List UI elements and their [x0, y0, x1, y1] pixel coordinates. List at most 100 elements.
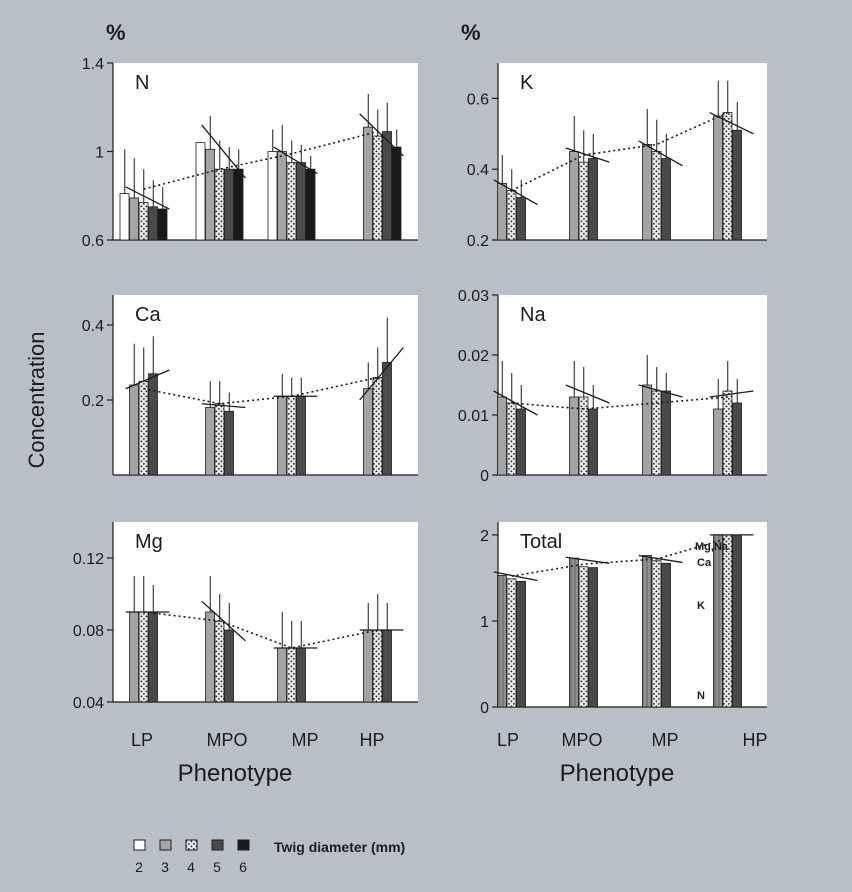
x-tick-right-mp: MP [652, 730, 679, 750]
regression-line [709, 390, 754, 398]
bar-4-mpo [214, 403, 225, 476]
bar-3-mpo [569, 557, 579, 708]
bar-3-hp [363, 629, 373, 703]
regression-line [638, 384, 683, 398]
bar-3-lp [497, 396, 507, 476]
panel-title: Na [520, 304, 546, 326]
bar-4-lp [138, 201, 149, 241]
x-axis-title-right: Phenotype [560, 760, 675, 787]
bar-6-mp [305, 168, 316, 241]
bar-2-mpo [195, 142, 206, 241]
bar-5-mpo [588, 408, 598, 476]
trend-line [511, 396, 728, 410]
legend: 2 3 4 5 6 Twig diameter (mm) [133, 839, 405, 875]
y-tick-label: 0.08 [73, 623, 104, 640]
y-tick-label: 0 [480, 468, 489, 485]
bar-3-lp [497, 182, 507, 241]
bar-6-mpo [233, 168, 244, 241]
bar-5-lp [516, 408, 526, 476]
bar-5-lp [148, 206, 158, 241]
trend-line [143, 130, 378, 190]
y-tick-label: 0.2 [467, 233, 489, 250]
x-tick-left-hp: HP [359, 730, 384, 750]
total-label-k: K [697, 600, 705, 612]
regression-line [493, 179, 538, 206]
x-tick-right-lp: LP [497, 730, 519, 750]
x-tick-right-hp: HP [742, 730, 767, 750]
bar-5-hp [732, 129, 742, 241]
panel-title: K [520, 72, 534, 94]
bar-3-hp [713, 408, 723, 476]
bar-3-hp [713, 115, 723, 241]
bar-5-hp [732, 534, 742, 708]
y-tick-label: 0.2 [82, 393, 104, 410]
trend-line [511, 111, 729, 192]
bar-4-lp [138, 380, 149, 476]
bar-2-lp [119, 193, 130, 241]
bar-4-mpo [578, 566, 589, 708]
bar-5-mp [661, 390, 671, 476]
y-tick-label: 0.01 [458, 408, 489, 425]
regression-line [273, 146, 318, 175]
bar-5-mpo [588, 567, 598, 708]
y-tick-label: 0.12 [73, 551, 104, 568]
bar-4-mp [286, 647, 297, 703]
legend-label-5: 5 [213, 859, 221, 875]
bar-5-lp [516, 580, 526, 708]
bar-5-lp [148, 611, 158, 703]
bar-5-mpo [224, 410, 234, 476]
bar-5-lp [148, 373, 158, 476]
bar-4-hp [722, 534, 733, 708]
bar-3-mp [277, 647, 287, 703]
regression-line [493, 390, 538, 416]
legend-swatch-6 [237, 839, 250, 851]
bar-3-mpo [205, 407, 215, 476]
bar-3-mp [277, 151, 287, 241]
bar-3-mp [642, 384, 652, 476]
panel-title: Total [520, 531, 562, 553]
regression-line [125, 369, 170, 390]
bar-3-lp [129, 611, 139, 703]
bar-4-mp [286, 395, 297, 476]
regression-line [709, 111, 754, 135]
bar-3-lp [129, 384, 139, 476]
regression-line [565, 384, 610, 404]
bar-4-mpo [578, 161, 589, 241]
panel-n: 0.6 1 1.4 N [82, 56, 418, 250]
bar-4-lp [506, 402, 517, 476]
bar-6-lp [157, 208, 168, 241]
y-tick-label: 0.4 [82, 318, 104, 335]
bar-4-hp [722, 390, 733, 476]
bar-5-mpo [588, 158, 598, 241]
regression-line [493, 571, 538, 582]
total-label-n: N [697, 690, 705, 702]
panel-title: N [135, 72, 149, 94]
y-tick-label: 0 [480, 700, 489, 717]
bar-5-mpo [224, 168, 234, 241]
y-tick-label: 0.03 [458, 288, 489, 305]
x-tick-left-mp: MP [292, 730, 319, 750]
bar-6-hp [391, 146, 402, 241]
bar-3-lp [129, 197, 139, 241]
bar-5-mp [296, 395, 306, 476]
bar-3-hp [713, 534, 723, 708]
panel-title: Ca [135, 304, 161, 326]
regression-line [638, 140, 683, 167]
bar-3-mpo [569, 151, 579, 241]
bar-4-mp [651, 560, 662, 708]
legend-swatch-2 [133, 839, 146, 851]
trend-line [511, 537, 728, 577]
y-tick-label: 0.6 [82, 233, 104, 250]
bar-2-mp [267, 151, 278, 241]
regression-line [359, 113, 404, 157]
bar-5-lp [516, 197, 526, 241]
bar-4-mpo [214, 168, 225, 241]
regression-line [201, 600, 246, 642]
regression-line [359, 347, 404, 401]
bar-3-mpo [205, 148, 215, 241]
y-tick-label: 1.4 [82, 56, 104, 73]
y-tick-label: 0.4 [467, 162, 489, 179]
bar-4-lp [506, 578, 517, 708]
